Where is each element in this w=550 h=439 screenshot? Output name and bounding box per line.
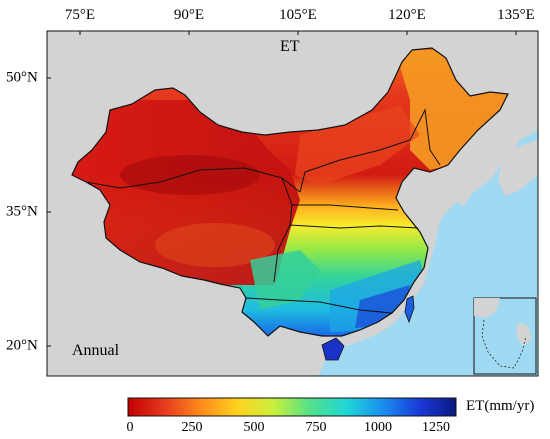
map-title: ET [280, 38, 300, 55]
colorbar-tick-1000: 1000 [364, 420, 392, 435]
panel-label: Annual [72, 342, 120, 359]
colorbar-tick-1250: 1250 [422, 420, 450, 435]
colorbar-bar [127, 397, 457, 417]
lon-label-120e: 120°E [388, 7, 426, 23]
lon-label-135e: 135°E [497, 7, 535, 23]
colorbar-unit-label: ET(mm/yr) [466, 398, 535, 414]
hainan-island [321, 337, 345, 361]
lon-label-105e: 105°E [279, 7, 317, 23]
lon-label-75e: 75°E [64, 7, 96, 23]
colorbar-tick-500: 500 [243, 420, 265, 435]
lat-label-50n: 50°N [6, 69, 38, 86]
south-china-sea-inset [473, 297, 537, 375]
axis-ticks [47, 31, 517, 347]
colorbar-tick-0: 0 [126, 420, 134, 435]
colorbar-tick-750: 750 [305, 420, 327, 435]
lat-label-20n: 20°N [6, 337, 38, 354]
china-border [71, 47, 509, 337]
region-boundaries [85, 108, 441, 314]
lon-label-90e: 90°E [173, 7, 205, 23]
colorbar-tick-250: 250 [181, 420, 203, 435]
lat-label-35n: 35°N [6, 203, 38, 220]
map-frame [46, 30, 539, 377]
